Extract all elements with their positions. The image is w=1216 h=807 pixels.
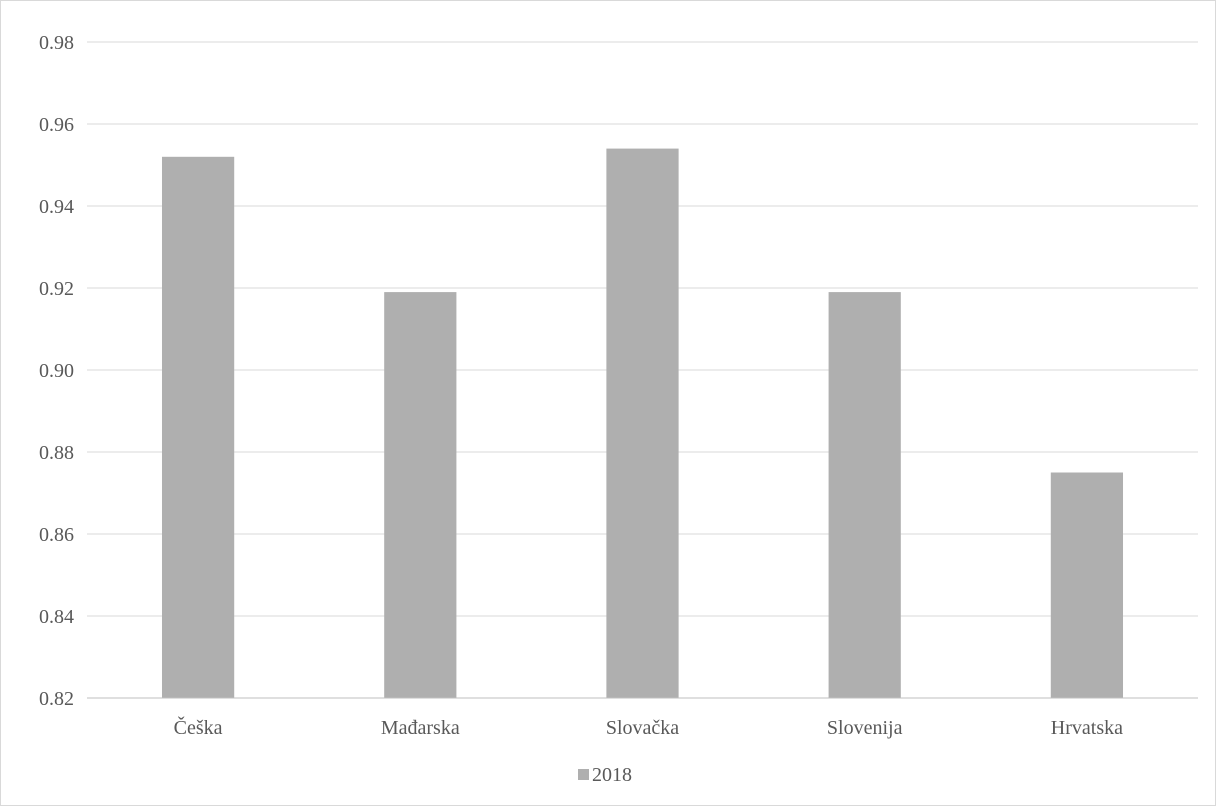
bar-1 bbox=[161, 156, 235, 699]
x-tick-label: Mađarska bbox=[381, 717, 460, 739]
bar-5 bbox=[1050, 472, 1124, 698]
bar-3 bbox=[606, 148, 679, 699]
x-tick-label: Slovenija bbox=[827, 717, 903, 739]
y-tick-label: 0.86 bbox=[39, 524, 74, 546]
bars bbox=[161, 148, 1124, 699]
y-tick-label: 0.96 bbox=[39, 114, 74, 136]
legend-swatch-2018 bbox=[578, 769, 589, 780]
y-tick-label: 0.88 bbox=[39, 442, 74, 464]
x-axis-tick-labels: Češka Mađarska Slovačka Slovenija Hrvatska bbox=[174, 715, 1123, 739]
x-tick-label: Češka bbox=[174, 715, 223, 739]
bar-4 bbox=[828, 292, 901, 698]
y-tick-label: 0.84 bbox=[39, 606, 74, 628]
y-tick-label: 0.98 bbox=[39, 32, 74, 54]
legend-label-2018: 2018 bbox=[592, 764, 632, 786]
x-tick-label: Hrvatska bbox=[1051, 717, 1123, 739]
bar-2 bbox=[384, 292, 457, 698]
y-tick-label: 0.92 bbox=[39, 278, 74, 300]
y-tick-label: 0.82 bbox=[39, 688, 74, 710]
y-tick-label: 0.90 bbox=[39, 360, 74, 382]
legend: 2018 bbox=[578, 764, 632, 786]
y-tick-label: 0.94 bbox=[39, 196, 74, 218]
y-axis-tick-labels: 0.82 0.84 0.86 0.88 0.90 0.92 0.94 0.96 0.98 bbox=[39, 32, 74, 710]
x-tick-label: Slovačka bbox=[606, 717, 679, 739]
